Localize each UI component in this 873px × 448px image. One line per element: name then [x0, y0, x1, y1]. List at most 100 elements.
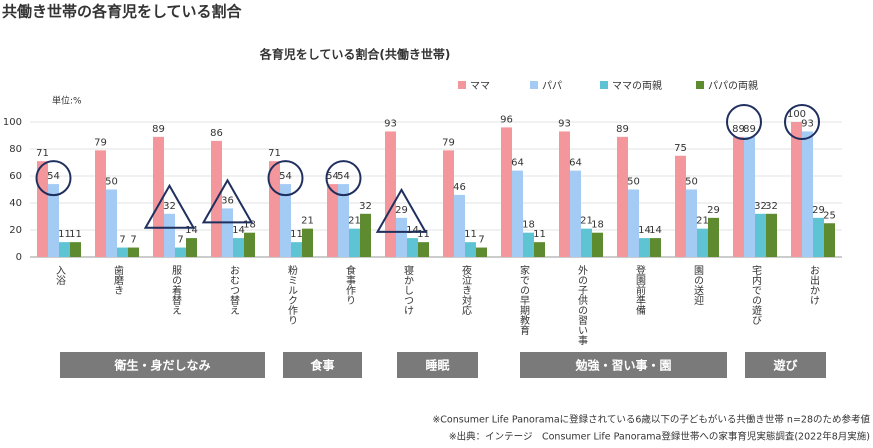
- value-label: 46: [453, 182, 466, 193]
- value-label: 21: [348, 216, 361, 227]
- bar: [512, 170, 523, 257]
- group-label: 衛生・身だしなみ: [113, 358, 210, 373]
- x-tick-label: 歯磨き: [112, 264, 124, 295]
- group-box: [520, 352, 727, 378]
- bar: [802, 131, 813, 257]
- value-label: 29: [812, 205, 825, 216]
- bar: [360, 213, 371, 257]
- bar: [59, 242, 70, 257]
- chart-title: 各育児をしている割合(共働き世帯): [259, 47, 451, 62]
- bar: [476, 247, 487, 257]
- annotation-triangle: [143, 183, 196, 229]
- value-label: 18: [522, 220, 535, 231]
- bar: [175, 247, 186, 257]
- y-tick-label: 80: [9, 144, 22, 155]
- value-label: 36: [221, 195, 234, 206]
- legend-label: ママ: [470, 81, 490, 92]
- legend-label: パパ: [542, 80, 562, 92]
- annotation-circle: [726, 104, 762, 140]
- value-label: 89: [152, 124, 165, 135]
- bar: [396, 217, 407, 257]
- bar: [280, 184, 291, 257]
- value-label: 32: [754, 201, 767, 212]
- value-label: 14: [638, 225, 651, 236]
- bar: [686, 189, 697, 257]
- x-tick-label: 服の着替え: [170, 265, 182, 315]
- value-label: 7: [130, 235, 136, 246]
- value-label: 7: [119, 235, 125, 246]
- legend-swatch: [600, 81, 608, 89]
- bar: [570, 170, 581, 257]
- bar: [153, 136, 164, 257]
- bar: [443, 150, 454, 257]
- y-tick-label: 40: [9, 198, 22, 209]
- value-label: 71: [268, 148, 281, 159]
- value-label: 25: [823, 210, 836, 221]
- value-label: 54: [279, 171, 292, 182]
- value-label: 89: [732, 124, 745, 135]
- value-label: 93: [558, 118, 571, 129]
- bar: [418, 242, 429, 257]
- value-label: 21: [580, 216, 593, 227]
- value-label: 11: [69, 229, 82, 240]
- value-label: 50: [627, 177, 640, 188]
- x-tick-label: 夜泣き対応: [460, 264, 472, 315]
- group-label: 睡眠: [425, 358, 449, 373]
- value-label: 11: [464, 229, 477, 240]
- group-label: 食事: [309, 358, 334, 373]
- value-label: 21: [696, 216, 709, 227]
- group-box: [283, 352, 362, 378]
- value-label: 54: [47, 171, 60, 182]
- x-tick-label: 家での早期教育: [518, 264, 530, 336]
- bar: [117, 247, 128, 257]
- annotation-circle: [784, 104, 820, 140]
- value-label: 32: [359, 201, 372, 212]
- bar: [95, 150, 106, 257]
- value-label: 86: [210, 128, 223, 139]
- bar: [639, 238, 650, 257]
- bar: [37, 161, 48, 257]
- value-label: 50: [685, 177, 698, 188]
- value-label: 29: [395, 205, 408, 216]
- x-tick-label: 入浴: [54, 265, 66, 286]
- y-tick-label: 100: [3, 117, 22, 128]
- value-label: 89: [743, 124, 756, 135]
- bar: [675, 155, 686, 257]
- bar: [523, 232, 534, 257]
- group-box: [60, 352, 265, 378]
- bar: [269, 161, 280, 257]
- legend-swatch: [696, 81, 704, 89]
- value-label: 11: [58, 229, 71, 240]
- legend-label: ママの両親: [612, 79, 662, 92]
- x-tick-label: 寝かしつけ: [402, 264, 414, 315]
- x-tick-label: 食事作り: [344, 264, 356, 305]
- legend-label: パパの両親: [708, 79, 758, 92]
- value-label: 64: [569, 158, 582, 169]
- value-label: 79: [442, 137, 455, 148]
- bar: [164, 213, 175, 257]
- bar: [650, 238, 661, 257]
- x-tick-label: 外の子供の習い事: [576, 265, 588, 345]
- bar: [766, 213, 777, 257]
- value-label: 93: [801, 118, 814, 129]
- value-label: 11: [290, 229, 303, 240]
- bar: [617, 136, 628, 257]
- bar: [559, 131, 570, 257]
- value-label: 50: [105, 177, 118, 188]
- bar: [128, 247, 139, 257]
- value-label: 14: [406, 225, 419, 236]
- bar: [349, 228, 360, 257]
- bar: [291, 242, 302, 257]
- note: ※Consumer Life Panoramaに登録されている6歳以下の子どもが…: [432, 414, 870, 426]
- bar: [48, 184, 59, 257]
- value-label: 14: [185, 225, 198, 236]
- bar: [70, 242, 81, 257]
- bar: [233, 238, 244, 257]
- y-tick-label: 60: [9, 171, 22, 182]
- bar: [733, 136, 744, 257]
- x-tick-label: おむつ替え: [228, 265, 240, 315]
- value-label: 93: [384, 118, 397, 129]
- value-label: 75: [674, 143, 687, 154]
- annotation-triangle: [375, 187, 428, 233]
